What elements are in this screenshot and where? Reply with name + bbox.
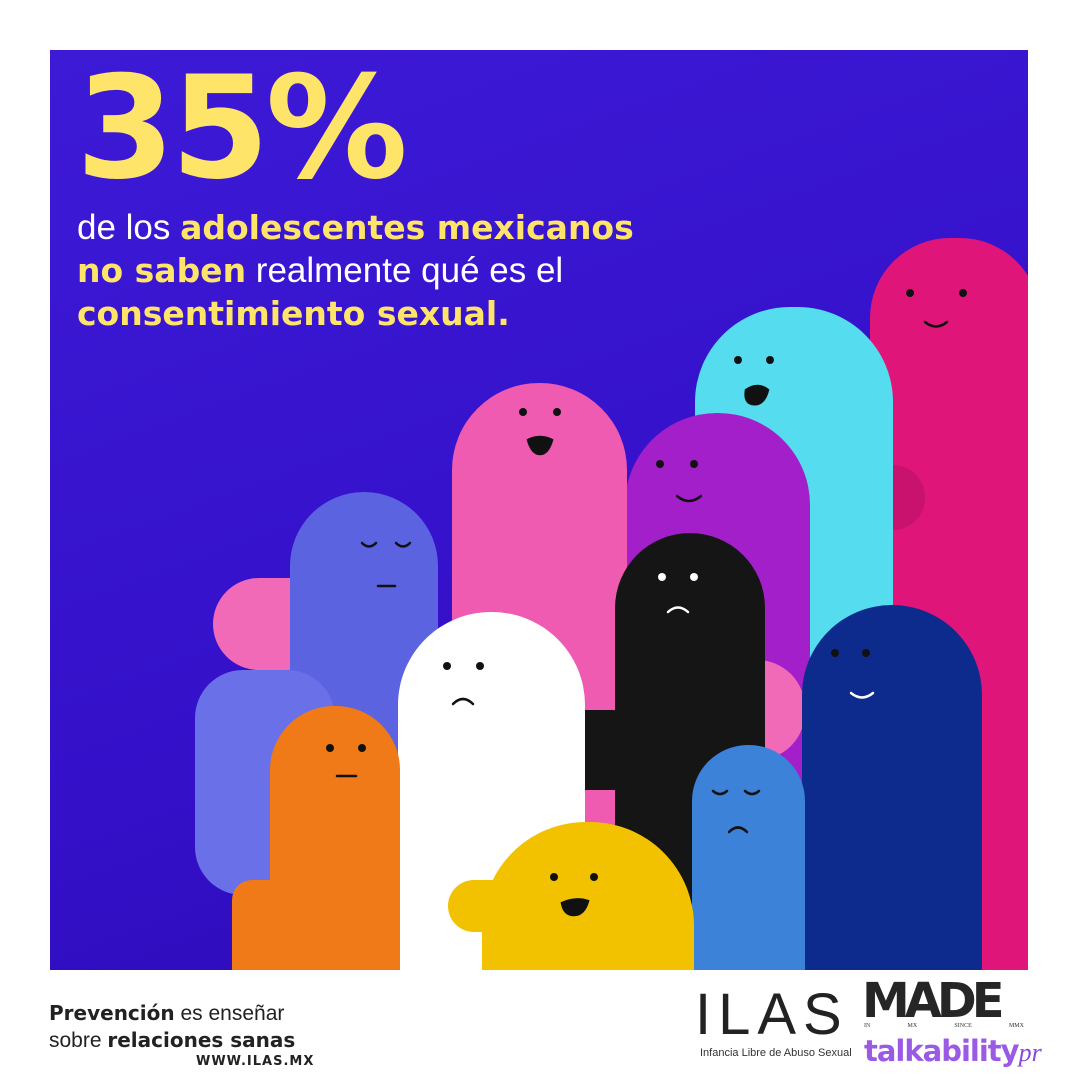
ilas-subtitle: Infancia Libre de Abuso Sexual	[700, 1047, 852, 1059]
footer-tagline: Prevención es enseñar sobre relaciones sa…	[49, 1001, 296, 1052]
character-orange	[232, 706, 400, 970]
made-logo: MADE	[862, 973, 1005, 1029]
character-yellow	[448, 822, 694, 970]
ilas-logo: ILAS	[695, 982, 849, 1047]
stat-percentage: 35%	[76, 46, 408, 211]
character-light-blue	[692, 745, 805, 970]
talkability-logo: talkabilitypr	[864, 1034, 1042, 1068]
made-subtitle: IN MX SINCE MMX	[864, 1023, 1024, 1029]
website-url: WWW.ILAS.MX	[196, 1054, 315, 1069]
headline-text: de los adolescentes mexicanos no saben re…	[77, 208, 634, 333]
